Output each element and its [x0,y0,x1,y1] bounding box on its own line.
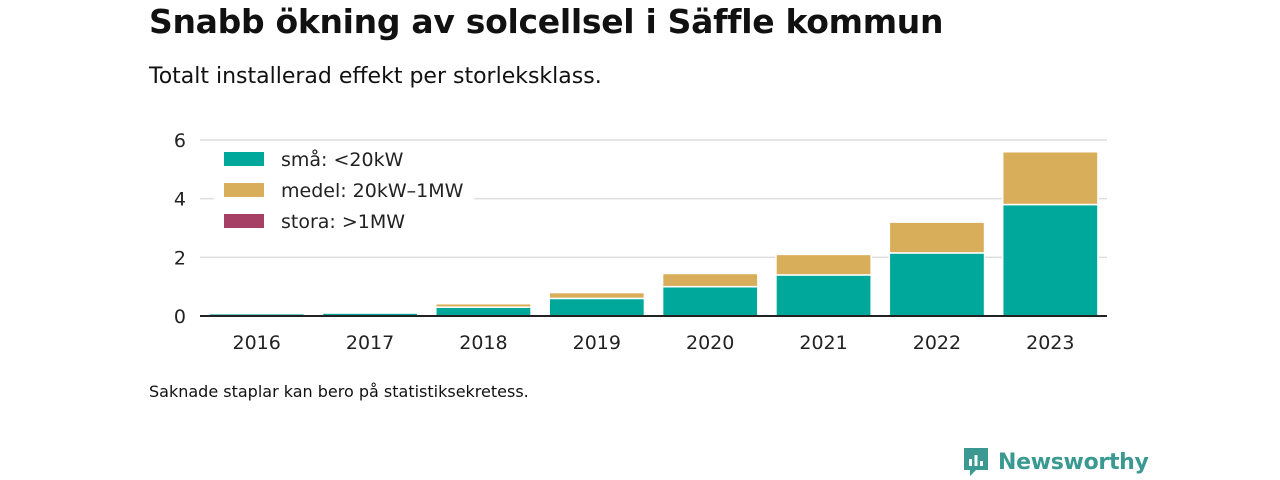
x-tick-label: 2020 [686,332,734,354]
bar-segment [1001,203,1099,317]
legend-swatch [224,183,264,197]
x-tick-label: 2018 [459,332,507,354]
bar-segment [775,274,872,317]
legend: små: <20kW medel: 20kW–1MW stora: >1MW [214,141,474,239]
legend-label: medel: 20kW–1MW [281,180,464,202]
stacked-bar-chart: 0 2 4 6 2016 2017 2018 2019 2020 2021 2022 2023 små… [174,130,1107,354]
newsworthy-logo: Newsworthy [962,446,1149,478]
x-tick-label: 2016 [233,332,281,354]
y-tick-label: 0 [174,306,186,328]
legend-label: små: <20kW [281,148,404,171]
y-tick-label: 2 [174,247,186,269]
x-tick-label: 2023 [1026,332,1074,354]
bars [208,150,1099,317]
y-tick-label: 4 [174,189,186,211]
bar-segment [435,302,532,308]
bar-segment [661,272,759,288]
footnote: Saknade staplar kan bero på statistiksek… [149,382,529,401]
brand-name: Newsworthy [998,449,1149,475]
bar-segment [888,252,986,317]
bar-segment [775,253,872,276]
chart-title: Snabb ökning av solcellsel i Säffle komm… [149,2,944,41]
chart-subtitle: Totalt installerad effekt per storlekskl… [149,64,602,89]
legend-swatch [224,214,264,228]
bar-segment [548,291,646,300]
x-tick-label: 2017 [346,332,394,354]
y-tick-label: 6 [174,130,186,152]
bar-segment [1001,150,1099,206]
newsworthy-logo-icon [964,448,988,476]
legend-swatch [224,152,264,166]
axes: 0 2 4 6 2016 2017 2018 2019 2020 2021 2022 2023 [174,130,1107,354]
bar-segment [435,306,532,317]
bar-segment [661,285,759,317]
x-tick-label: 2019 [573,332,621,354]
x-tick-label: 2022 [913,332,961,354]
bar-segment [888,221,986,254]
x-tick-label: 2021 [799,332,847,354]
bar-segment [548,297,646,317]
legend-label: stora: >1MW [281,211,405,233]
